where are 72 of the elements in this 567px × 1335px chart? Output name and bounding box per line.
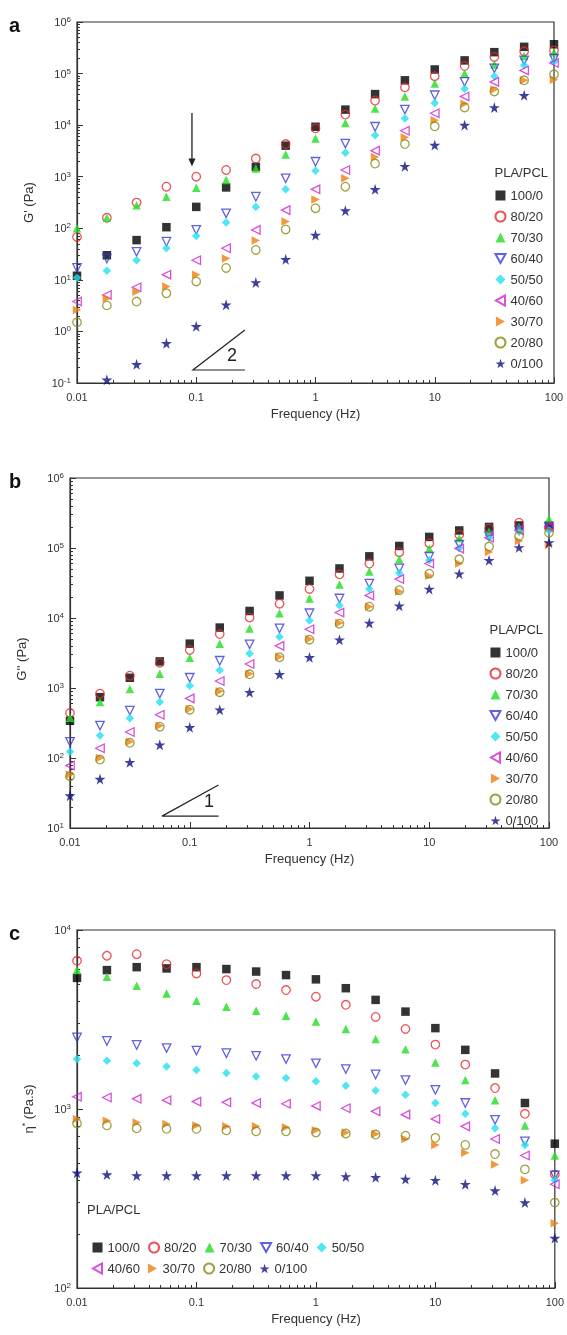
x-tick-label: 1 xyxy=(306,835,313,848)
x-tick-label: 10 xyxy=(429,1295,442,1308)
x-tick-label: 0.1 xyxy=(188,1295,205,1308)
x-tick-label: 1 xyxy=(312,1295,319,1308)
annotation: 2 xyxy=(227,344,238,365)
y-axis-title: G'' (Pa) xyxy=(14,637,29,681)
x-axis-title: Frequency (Hz) xyxy=(264,851,355,866)
y-tick-label: 10$^{1}$ xyxy=(54,272,72,286)
y-tick-label: 10$^{3}$ xyxy=(47,680,65,694)
legend-label: 100/0 xyxy=(510,188,544,203)
legend-label: 0/100 xyxy=(274,1261,308,1276)
legend-label: 70/30 xyxy=(510,230,544,245)
y-tick-label: 10$^{6}$ xyxy=(47,470,65,484)
y-tick-label: 10$^{1}$ xyxy=(47,820,65,834)
legend-label: 0/100 xyxy=(505,813,539,828)
x-axis-title: Frequency (Hz) xyxy=(271,1311,361,1326)
legend-label: 80/20 xyxy=(164,1240,197,1255)
x-tick-label: 100 xyxy=(544,390,564,403)
chart-title: b xyxy=(9,470,22,492)
y-tick-label: 10$^{3}$ xyxy=(54,1101,72,1115)
chart-title: c xyxy=(9,922,21,944)
y-tick-label: 10$^{5}$ xyxy=(47,540,65,554)
legend-label: 60/40 xyxy=(276,1240,309,1255)
annotation: 1 xyxy=(203,790,214,811)
legend-label: 70/30 xyxy=(505,687,539,702)
x-tick-label: 0.01 xyxy=(59,835,81,848)
legend-label: 0/100 xyxy=(510,356,544,371)
y-tick-label: 10$^{2}$ xyxy=(54,220,72,235)
x-axis-title: Frequency (Hz) xyxy=(270,406,361,421)
legend-label: 30/70 xyxy=(162,1261,196,1276)
y-tick-label: 10$^{4}$ xyxy=(47,610,65,624)
legend-label: 20/80 xyxy=(505,792,539,807)
x-tick-label: 100 xyxy=(545,1295,564,1308)
legend-label: 60/40 xyxy=(505,708,539,723)
chart-title: a xyxy=(9,14,21,36)
legend-label: 30/70 xyxy=(505,771,539,786)
legend-label: 40/60 xyxy=(510,293,544,308)
x-tick-label: 0.01 xyxy=(66,1295,88,1308)
legend-label: 80/20 xyxy=(505,666,539,681)
x-tick-label: 10 xyxy=(428,390,441,403)
y-tick-label: 10$^{4}$ xyxy=(54,117,72,132)
legend-label: 50/50 xyxy=(331,1240,365,1255)
y-tick-label: 10$^{6}$ xyxy=(54,14,72,28)
legend-label: 40/60 xyxy=(107,1261,141,1276)
y-tick-label: 10$^{2}$ xyxy=(54,1280,72,1294)
x-tick-label: 0.1 xyxy=(182,835,198,848)
legend-label: 60/40 xyxy=(510,251,544,266)
x-tick-label: 0.01 xyxy=(66,390,88,403)
y-tick-label: 10$^{-1}$ xyxy=(51,375,72,389)
y-axis-title: G' (Pa) xyxy=(21,182,36,223)
legend-label: 20/80 xyxy=(219,1261,252,1276)
x-tick-label: 100 xyxy=(539,835,559,848)
legend-label: 30/70 xyxy=(510,314,544,329)
legend-title: PLA/PCL xyxy=(494,165,549,180)
y-tick-label: 10$^{3}$ xyxy=(54,169,72,183)
legend-label: 100/0 xyxy=(107,1240,141,1255)
legend-title: PLA/PCL xyxy=(489,622,544,637)
legend-label: 50/50 xyxy=(505,729,539,744)
legend-label: 50/50 xyxy=(510,272,544,287)
legend-label: 80/20 xyxy=(510,209,544,224)
y-tick-label: 10$^{4}$ xyxy=(54,922,72,936)
legend-label: 70/30 xyxy=(219,1240,253,1255)
legend-label: 100/0 xyxy=(505,645,539,660)
x-tick-label: 10 xyxy=(423,835,436,848)
legend-label: 20/80 xyxy=(510,335,544,350)
legend-title: PLA/PCL xyxy=(87,1202,141,1217)
y-tick-label: 10$^{2}$ xyxy=(47,750,65,764)
y-tick-label: 10$^{0}$ xyxy=(54,323,72,338)
x-tick-label: 0.1 xyxy=(188,390,204,403)
legend-label: 40/60 xyxy=(505,750,539,765)
x-tick-label: 1 xyxy=(312,390,319,403)
y-tick-label: 10$^{5}$ xyxy=(54,66,72,80)
